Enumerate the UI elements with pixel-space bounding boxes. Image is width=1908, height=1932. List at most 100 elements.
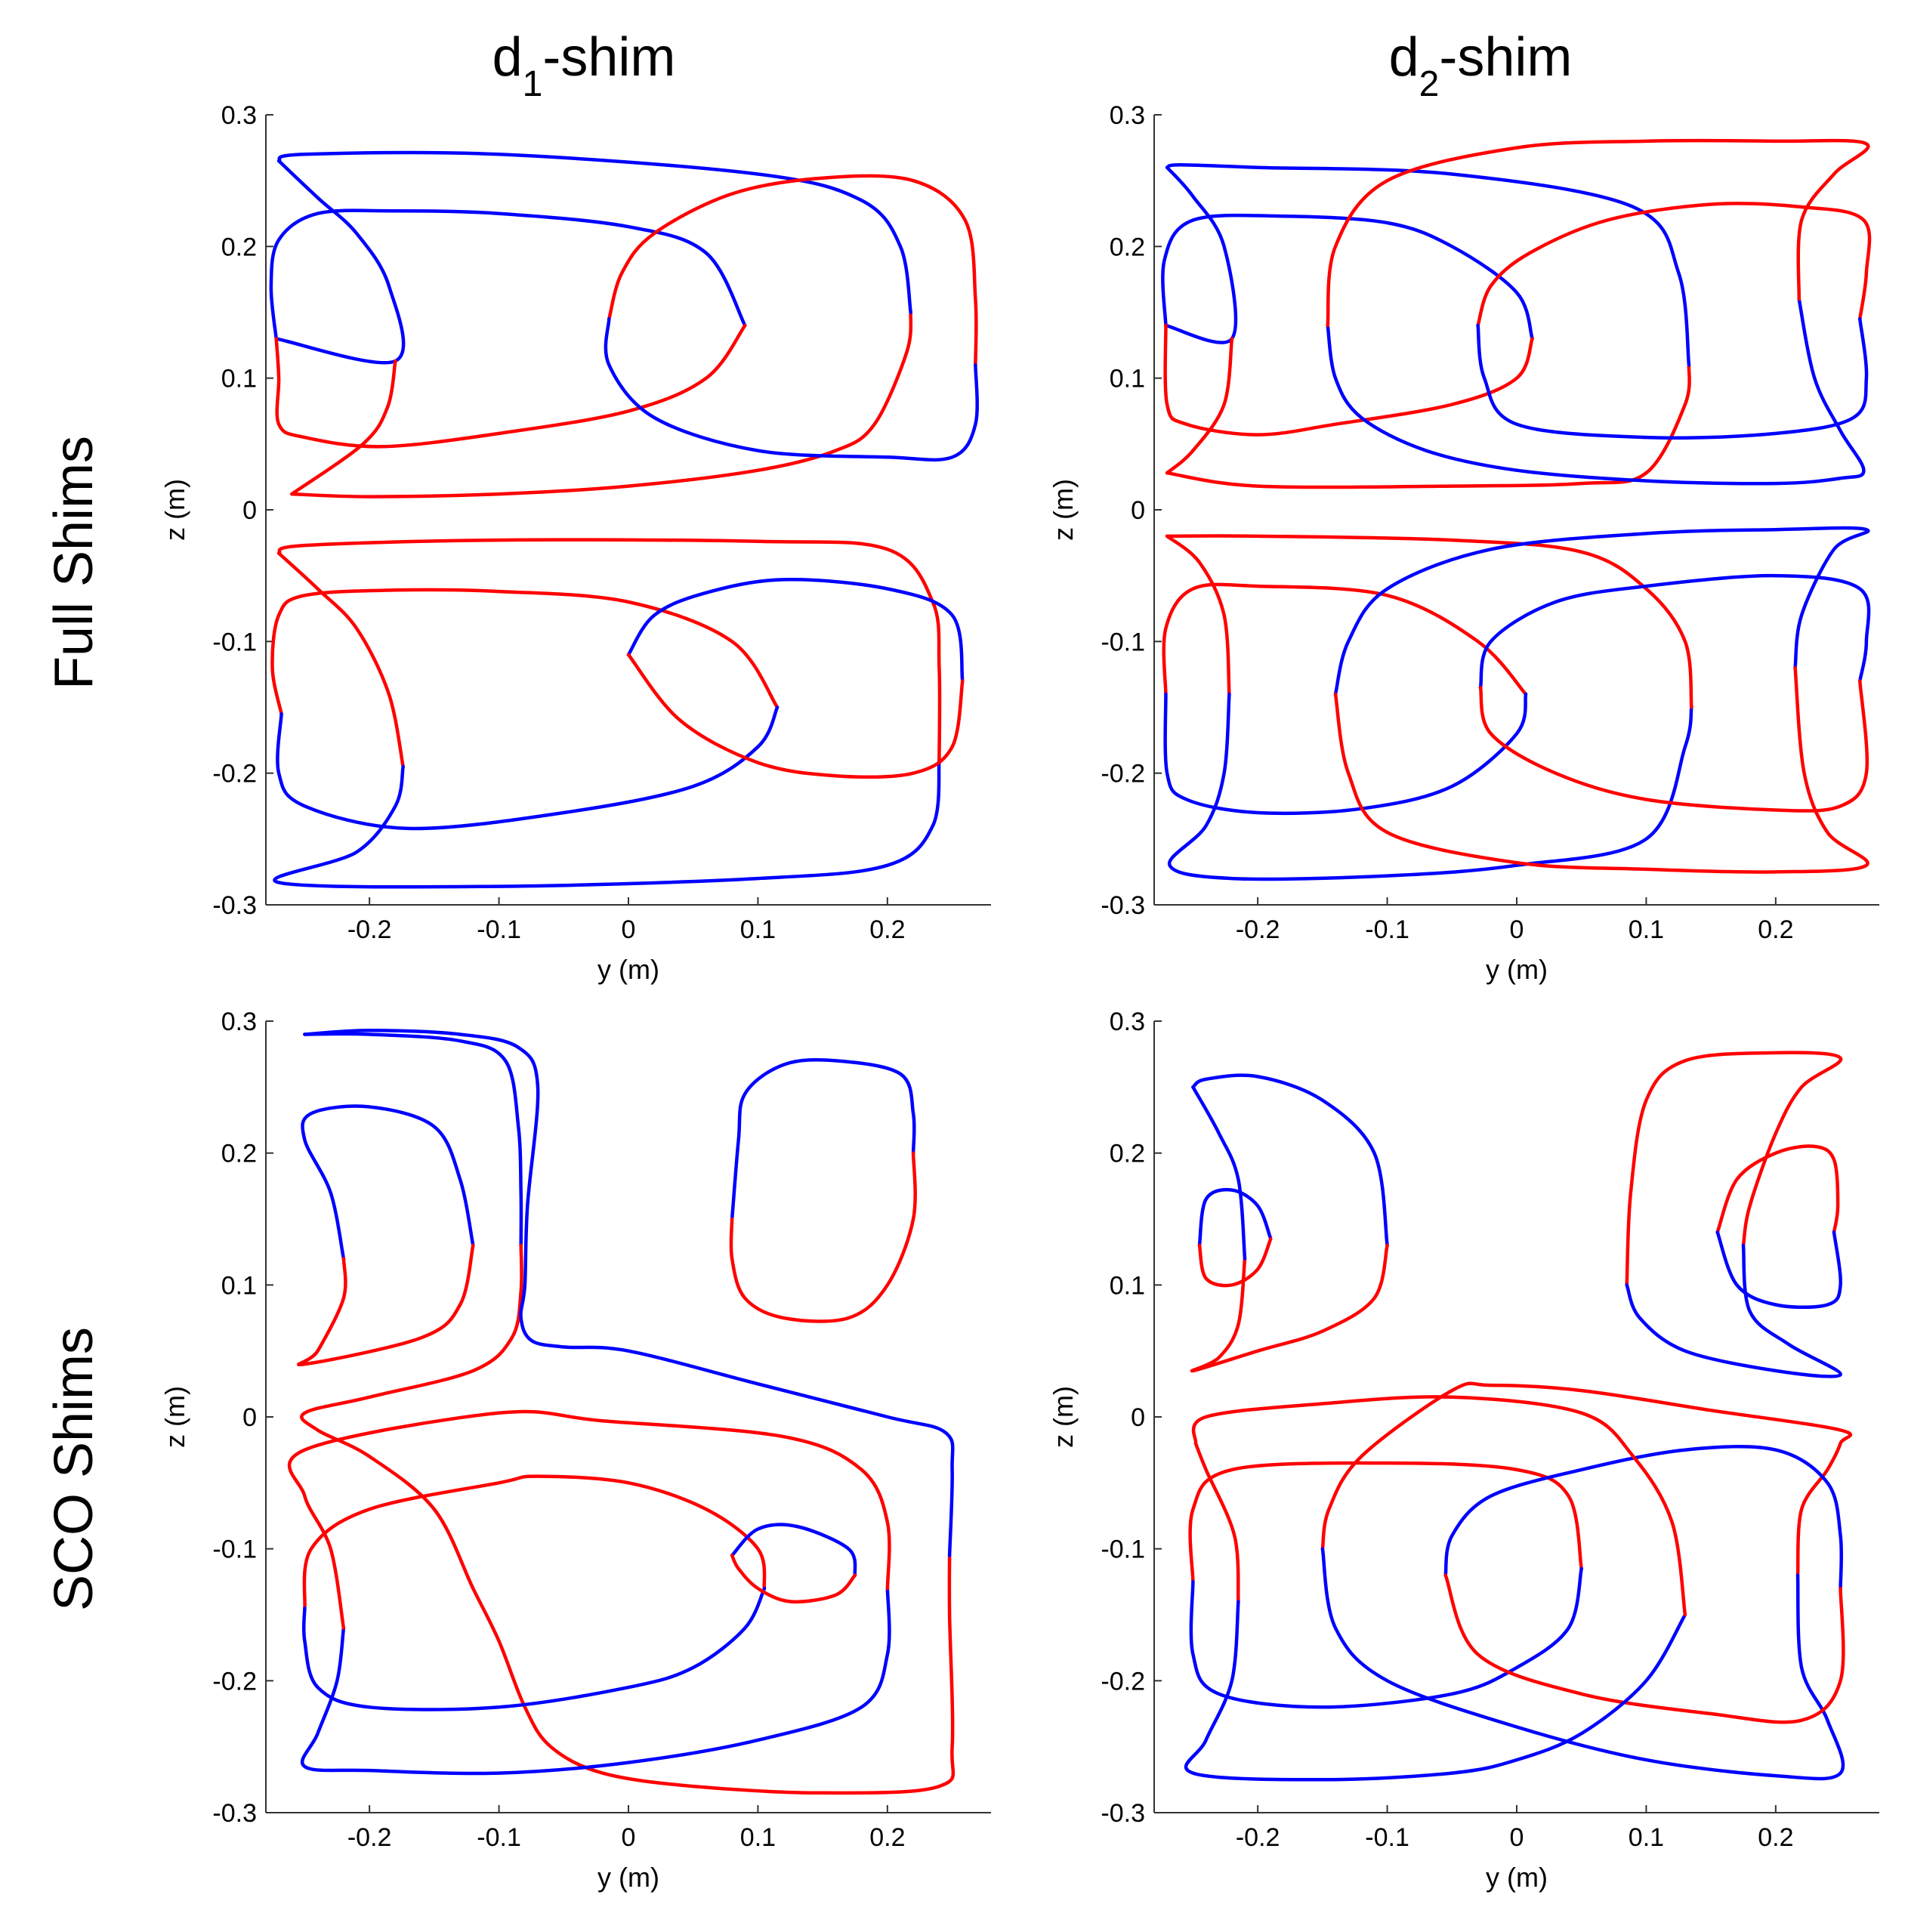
y-axis-label: z (m) — [159, 1386, 190, 1448]
column-title-d2-base: d — [1389, 27, 1419, 88]
coil-segment-red — [626, 653, 965, 779]
coil-segment-blue — [301, 1586, 767, 1711]
y-tick-label: 0.3 — [1110, 101, 1145, 130]
y-tick-label: -0.3 — [212, 891, 257, 920]
y-tick-label: 0.1 — [221, 1271, 257, 1300]
coil-segment-blue — [604, 316, 979, 462]
y-axis-label: z (m) — [159, 479, 190, 541]
coil-segment-blue — [269, 208, 747, 341]
y-tick-label: 0.1 — [1110, 365, 1145, 393]
y-tick-label: 0 — [242, 496, 257, 525]
coil-segment-red — [300, 1243, 956, 1795]
coil-segment-red — [607, 174, 978, 367]
y-tick-label: 0.3 — [221, 101, 257, 130]
coil-segment-blue — [1333, 526, 1870, 696]
column-title-d2-rest: -shim — [1439, 27, 1572, 88]
x-tick-label: 0.1 — [1629, 1823, 1664, 1852]
coil-segment-blue — [1165, 162, 1691, 367]
coil-segment-red — [290, 359, 397, 496]
x-tick-label: 0.2 — [1758, 915, 1793, 944]
x-tick-label: 0 — [622, 1823, 636, 1852]
y-tick-label: 0.2 — [1110, 233, 1145, 261]
y-tick-label: 0 — [1131, 496, 1145, 525]
coil-segment-red — [729, 1151, 917, 1323]
y-tick-label: 0.3 — [221, 1008, 257, 1036]
x-tick-label: 0.1 — [740, 1823, 776, 1852]
coil-segment-blue — [303, 1028, 955, 1557]
x-axis-label: y (m) — [597, 954, 659, 985]
coil-segment-red — [1193, 1441, 1240, 1603]
coil-segment-red — [290, 310, 913, 498]
coil-segment-blue — [1443, 1445, 1844, 1591]
column-title-d2-sub: 2 — [1419, 64, 1440, 104]
column-title-d1: d1-shim — [492, 27, 676, 104]
y-axis-label: z (m) — [1048, 1386, 1079, 1448]
x-axis-label: y (m) — [597, 1862, 659, 1893]
coil-segment-blue — [1189, 1566, 1583, 1709]
coil-segment-red — [1443, 1573, 1845, 1724]
coil-segment-red — [1476, 202, 1872, 328]
coil-segment-red — [297, 1243, 475, 1366]
x-axis-label: y (m) — [1486, 954, 1548, 985]
coil-segment-blue — [1715, 1230, 1842, 1310]
coil-segment-blue — [1161, 213, 1534, 341]
coil-segment-red — [270, 588, 780, 716]
coil-segment-red — [1165, 534, 1693, 709]
panel-full-d2: -0.2 -0.1 0 0.1 0.2 0.3 0.2 0.1 0 -0.1 -0.2 -0.3 y (… — [1048, 101, 1879, 985]
x-tick-label: -0.1 — [1365, 1823, 1409, 1852]
coil-segment-red — [1333, 665, 1869, 874]
y-tick-label: -0.2 — [1101, 760, 1145, 789]
panel-sco-d1: -0.2 -0.1 0 0.1 0.2 0.3 0.2 0.1 0 -0.1 -0.2 -0.3 y (… — [159, 1008, 991, 1893]
x-axis-label: y (m) — [1486, 1862, 1548, 1893]
column-title-d2: d2-shim — [1389, 27, 1573, 104]
coil-segment-blue — [730, 1523, 857, 1577]
y-tick-label: 0.2 — [1110, 1140, 1145, 1168]
coil-segment-blue — [1476, 316, 1869, 440]
y-tick-label: 0.2 — [221, 233, 257, 261]
y-tick-label: -0.2 — [212, 760, 257, 789]
x-tick-label: 0.2 — [869, 915, 905, 944]
panel-sco-d2: -0.2 -0.1 0 0.1 0.2 0.3 0.2 0.1 0 -0.1 -0.2 -0.3 y (… — [1048, 1008, 1879, 1893]
coil-segment-red — [287, 1409, 891, 1630]
coil-segment-red — [730, 1554, 857, 1604]
coil-segment-blue — [301, 1104, 475, 1261]
column-title-d1-rest: -shim — [542, 27, 675, 88]
x-tick-label: 0.2 — [1758, 1823, 1793, 1852]
coil-segment-blue — [1191, 1073, 1389, 1248]
coil-segment-blue — [303, 1032, 523, 1248]
coil-segment-blue — [1184, 1600, 1687, 1782]
x-tick-label: 0.1 — [1629, 915, 1664, 944]
coil-segment-blue — [273, 758, 941, 889]
coil-segment-red — [1188, 1461, 1583, 1584]
coil-segment-blue — [730, 1058, 916, 1221]
x-tick-label: -0.2 — [1236, 915, 1280, 944]
y-tick-label: 0.3 — [1110, 1008, 1145, 1036]
x-tick-label: -0.1 — [1365, 915, 1409, 944]
coil-segment-red — [302, 1474, 767, 1610]
row-title-full-shims: Full Shims — [44, 436, 104, 690]
coil-segment-red — [1625, 1051, 1843, 1287]
coil-segment-blue — [276, 705, 780, 831]
coil-segment-red — [1165, 534, 1231, 696]
coil-segment-red — [276, 538, 942, 762]
coil-segment-blue — [1197, 1187, 1273, 1248]
coil-segment-blue — [1191, 1085, 1247, 1261]
x-tick-label: -0.2 — [347, 1823, 392, 1852]
y-tick-label: -0.3 — [1101, 1799, 1145, 1828]
y-tick-label: 0 — [1131, 1403, 1145, 1432]
coil-segment-red — [1197, 1236, 1273, 1288]
y-tick-label: -0.1 — [1101, 628, 1145, 656]
y-tick-label: 0 — [242, 1403, 257, 1432]
x-tick-label: 0.1 — [740, 915, 776, 944]
y-tick-label: -0.2 — [212, 1667, 257, 1696]
coil-segment-blue — [1163, 692, 1528, 816]
coil-segment-blue — [1167, 692, 1693, 881]
coil-segment-blue — [301, 1586, 891, 1776]
coil-segment-red — [1191, 1395, 1687, 1617]
y-tick-label: 0.1 — [1110, 1271, 1145, 1300]
coil-segment-red — [1163, 323, 1534, 437]
y-tick-label: -0.3 — [1101, 891, 1145, 920]
coil-segment-blue — [1164, 165, 1238, 344]
coil-segment-blue — [1326, 297, 1866, 486]
